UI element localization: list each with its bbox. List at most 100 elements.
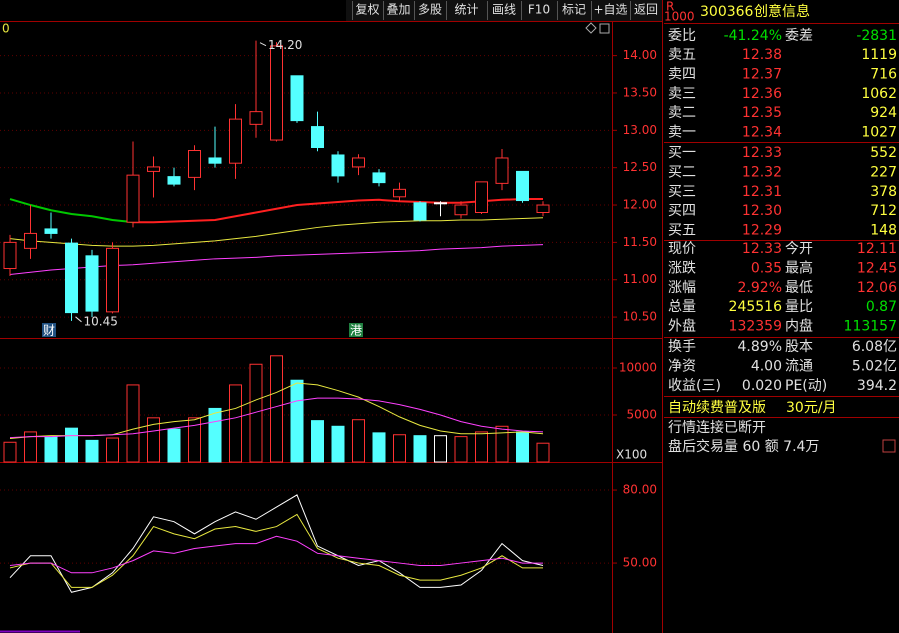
- finance-value: 4.89%: [738, 339, 782, 355]
- volume-bar: [434, 435, 447, 463]
- marker[interactable]: 港: [350, 324, 362, 338]
- status: 行情连接已断开: [668, 419, 766, 436]
- level-volume: 712: [870, 203, 897, 219]
- y-tick-label: 12.00: [623, 198, 657, 212]
- toolbar-button[interactable]: 复权: [355, 3, 379, 17]
- candle-body: [208, 157, 222, 164]
- diamond-icon[interactable]: [585, 22, 597, 34]
- toolbar-button[interactable]: 叠加: [386, 3, 410, 17]
- y-tick-label: 50.00: [623, 556, 657, 570]
- level-volume: 378: [870, 184, 897, 200]
- stat-label: 内盘: [785, 318, 813, 335]
- candle-body: [475, 181, 488, 213]
- level-label: 买一: [668, 145, 696, 161]
- volume-bar: [147, 417, 160, 463]
- candle-body: [434, 202, 447, 205]
- volume-bar: [331, 425, 345, 463]
- ratio-value: -2831: [856, 28, 897, 44]
- stat-label: 量比: [785, 299, 813, 315]
- stat-value: 132359: [729, 319, 782, 335]
- candle-body: [65, 242, 78, 314]
- stat-value: 113157: [844, 319, 897, 335]
- line: [9, 535, 543, 574]
- level-label: 买三: [668, 184, 696, 200]
- level-label: 卖五: [668, 47, 696, 63]
- candle-body: [413, 202, 427, 221]
- finance-label: 股本: [785, 339, 813, 355]
- volume-bar: [106, 437, 119, 463]
- volume-bar: [3, 441, 17, 463]
- toolbar-button[interactable]: +自选: [593, 3, 627, 17]
- volume-bar: [413, 435, 427, 463]
- high-annotation: 14.20: [268, 38, 302, 52]
- marker[interactable]: 财: [43, 324, 55, 338]
- square-icon[interactable]: [599, 23, 610, 34]
- candle-body: [495, 157, 509, 184]
- chart-icon[interactable]: [882, 439, 896, 453]
- stock-code: 300366: [700, 4, 754, 20]
- volume-bar: [208, 407, 222, 463]
- toolbar-button[interactable]: 标记: [562, 3, 586, 17]
- candle-body: [331, 154, 345, 177]
- level-volume: 716: [870, 66, 897, 82]
- level-price: 12.31: [742, 184, 782, 200]
- level-volume: 552: [870, 145, 897, 161]
- finance-value: 4.00: [751, 359, 782, 375]
- volume-bar: [454, 436, 468, 463]
- line: [9, 217, 544, 247]
- level-volume: 148: [870, 223, 897, 239]
- level-volume: 227: [870, 164, 897, 180]
- finance-label: 换手: [668, 338, 696, 355]
- y-tick-label: 10.50: [623, 310, 657, 324]
- annotation-arrow: [259, 42, 267, 47]
- stat-label: 外盘: [668, 318, 696, 335]
- candle-body: [454, 204, 468, 216]
- toolbar-button[interactable]: 画线: [492, 3, 516, 17]
- volume-bar: [270, 355, 283, 463]
- candle-body: [249, 111, 263, 125]
- level-price: 12.34: [742, 125, 782, 141]
- finance-label: 收益(三): [668, 378, 721, 394]
- stat-value: 12.33: [742, 241, 782, 257]
- y-tick-label: 12.50: [623, 160, 657, 174]
- promo-price[interactable]: 30元/月: [786, 400, 837, 416]
- promo[interactable]: 自动续费普及版: [668, 399, 766, 416]
- finance-value: 0.020: [742, 378, 782, 394]
- candle-body: [167, 176, 181, 185]
- level-price: 12.33: [742, 145, 782, 161]
- volume-bar: [126, 384, 140, 463]
- finance-value: 394.2: [857, 378, 897, 394]
- toolbar-button[interactable]: 多股: [418, 3, 442, 17]
- level-label: 买四: [668, 203, 696, 219]
- candle-body: [516, 170, 529, 202]
- candle-body: [188, 149, 201, 178]
- toolbar-button[interactable]: 统计: [454, 3, 478, 17]
- toolbar: [346, 0, 662, 21]
- toolbar-button[interactable]: 返回: [634, 3, 658, 17]
- stat-value: 0.35: [751, 260, 782, 276]
- toolbar-button[interactable]: F10: [528, 3, 550, 17]
- level-volume: 924: [870, 105, 897, 121]
- badge: R: [666, 0, 674, 14]
- annotation-arrow: [75, 316, 82, 323]
- level-label: 卖三: [668, 86, 696, 102]
- line: [9, 494, 544, 593]
- volume-bar: [536, 442, 550, 463]
- level-label: 卖四: [668, 66, 696, 82]
- stat-label: 今开: [785, 241, 813, 257]
- stat-label: 现价: [668, 241, 696, 257]
- y-tick-label: 11.50: [623, 235, 657, 249]
- y-tick-label: 10000: [619, 361, 657, 375]
- finance-label: 流通: [785, 359, 813, 375]
- stat-value: 12.11: [857, 241, 897, 257]
- level-price: 12.29: [742, 223, 782, 239]
- level-price: 12.38: [742, 47, 782, 63]
- stat-value: 2.92%: [738, 280, 782, 296]
- candle-body: [372, 172, 386, 184]
- volume-bar: [85, 439, 99, 463]
- volume-bar: [311, 420, 324, 463]
- finance-label: 净资: [668, 359, 696, 375]
- volume-bar: [290, 379, 304, 463]
